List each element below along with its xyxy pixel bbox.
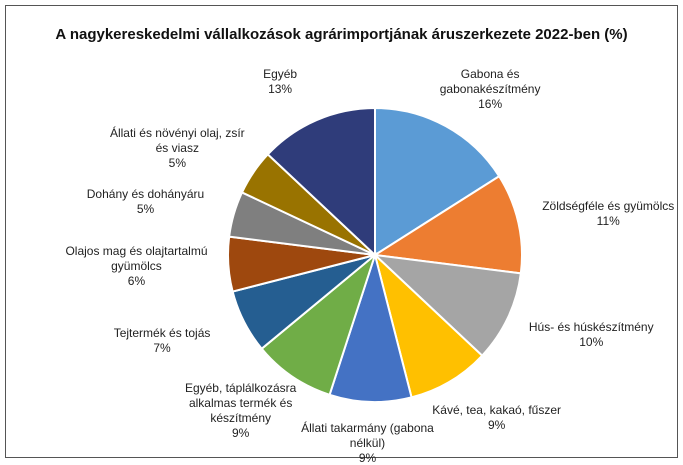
value-label: 11% <box>596 213 620 228</box>
value-label: 7% <box>153 340 171 355</box>
category-label: Egyéb, táplálkozásra alkalmas termék és … <box>184 381 297 426</box>
category-label: Olajos mag és olajtartalmú gyümölcs <box>65 244 208 274</box>
value-label: 10% <box>579 335 604 350</box>
category-label: Dohány és dohányáru <box>86 187 205 202</box>
value-label: 13% <box>268 81 293 96</box>
pie-slice <box>373 251 484 399</box>
value-label: 9% <box>231 426 250 441</box>
value-label: 5% <box>136 202 155 217</box>
category-label: Zöldségféle és gyümölcs <box>542 198 675 213</box>
slice-label: Dohány és dohányáru 5% <box>70 187 220 217</box>
category-label: Hús- és húskészítmény <box>528 320 654 335</box>
category-label: Állati és növényi olaj, zsír és viasz <box>109 126 245 156</box>
value-label: 6% <box>127 274 146 289</box>
pie-slice <box>266 106 376 258</box>
slice-label: Olajos mag és olajtartalmú gyümölcs 6% <box>61 244 211 289</box>
slice-label: Állati takarmány (gabona nélkül) 9% <box>292 421 442 465</box>
category-label: Állati takarmány (gabona nélkül) <box>301 421 434 451</box>
pie-slice <box>328 251 413 403</box>
category-label: Kávé, tea, kakaó, fűszer <box>432 402 562 417</box>
value-label: 16% <box>478 96 503 111</box>
value-label: 9% <box>358 451 377 465</box>
slice-label: Egyéb, táplálkozásra alkalmas termék és … <box>166 381 316 441</box>
category-label: Gabona és gabonakészítmény <box>439 66 541 96</box>
slice-label: Tejtermék és tojás 7% <box>87 326 237 356</box>
frame <box>5 5 678 458</box>
value-label: 5% <box>168 156 186 171</box>
slice-label: Gabona és gabonakészítmény 16% <box>415 67 565 112</box>
pie-slice <box>372 253 522 358</box>
category-label: Tejtermék és tojás <box>113 325 211 340</box>
slice-label: Zöldségféle és gyümölcs 11% <box>533 199 683 229</box>
pie-slice <box>372 174 523 275</box>
slice-label: Állati és növényi olaj, zsír és viasz 5% <box>102 126 252 171</box>
value-label: 9% <box>487 417 506 432</box>
slice-label: Egyéb 13% <box>205 67 355 97</box>
pie-slice <box>260 252 378 397</box>
pie-slice <box>374 106 501 257</box>
category-label: Egyéb <box>263 66 298 81</box>
chart-title: A nagykereskedelmi vállalkozások agrárim… <box>55 26 628 43</box>
slice-label: Kávé, tea, kakaó, fűszer 9% <box>422 403 572 433</box>
slice-label: Hús- és húskészítmény 10% <box>516 320 666 350</box>
